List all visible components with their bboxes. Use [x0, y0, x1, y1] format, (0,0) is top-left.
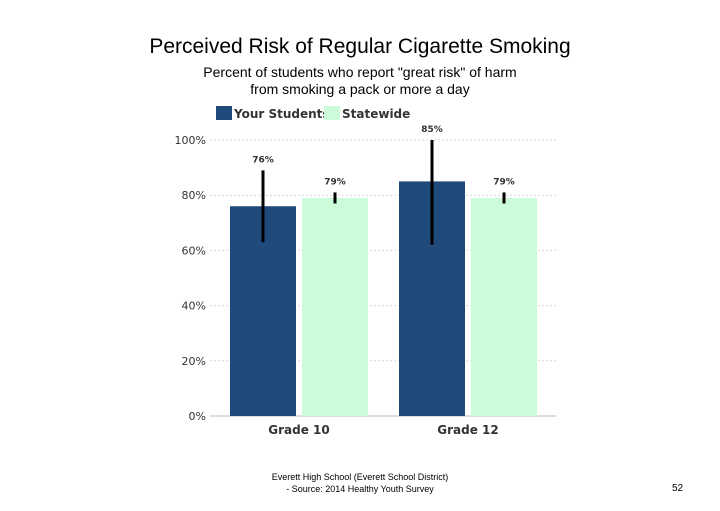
legend-label: Your Students: [233, 107, 330, 121]
legend: Your Students Statewide: [216, 106, 410, 121]
legend-swatch: [324, 106, 340, 120]
bar: [471, 197, 537, 416]
data-label: 85%: [421, 125, 443, 135]
y-tick-label: 20%: [182, 355, 206, 368]
footer-line-1: Everett High School (Everett School Dist…: [271, 472, 449, 482]
x-tick-label: Grade 10: [268, 423, 329, 437]
y-tick-label: 60%: [182, 244, 206, 257]
data-labels: 76% 79% 85% 79%: [252, 125, 515, 187]
y-tick-label: 0%: [189, 410, 206, 423]
footer-source: Everett High School (Everett School Dist…: [240, 471, 480, 495]
y-tick-label: 40%: [182, 300, 206, 313]
page-number: 52: [672, 483, 684, 494]
error-bars: [261, 140, 506, 245]
bars: [230, 181, 537, 416]
footer-line-2: - Source: 2014 Healthy Youth Survey: [286, 484, 434, 494]
x-tick-label: Grade 12: [437, 423, 498, 437]
subtitle-line-1: Percent of students who report "great ri…: [203, 64, 517, 80]
bar: [302, 197, 368, 416]
chart-subtitle: Percent of students who report "great ri…: [160, 64, 560, 98]
y-tick-label: 100%: [175, 134, 206, 147]
chart-title: Perceived Risk of Regular Cigarette Smok…: [149, 35, 571, 58]
data-label: 79%: [493, 177, 515, 187]
legend-swatch: [216, 106, 232, 120]
subtitle-line-2: from smoking a pack or more a day: [250, 81, 470, 97]
data-label: 79%: [324, 177, 346, 187]
y-tick-label: 80%: [182, 189, 206, 202]
legend-label: Statewide: [342, 107, 410, 121]
data-label: 76%: [252, 155, 274, 165]
y-axis-ticks: 0% 20% 40% 60% 80% 100%: [175, 134, 206, 423]
x-axis-ticks: Grade 10 Grade 12: [268, 423, 498, 437]
